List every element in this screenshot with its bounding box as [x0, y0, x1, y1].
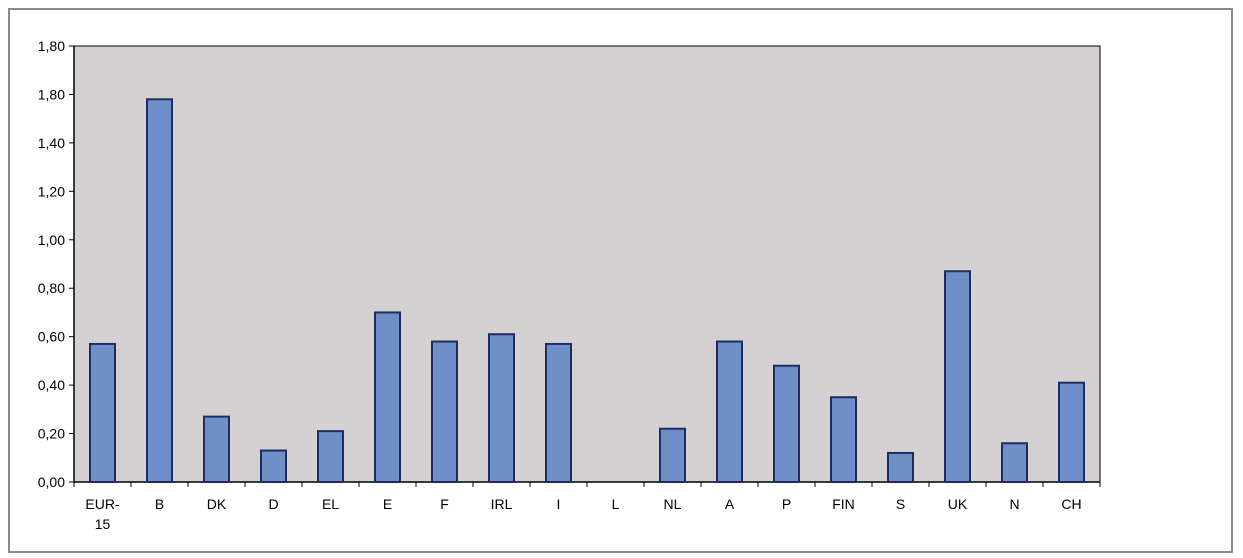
x-tick-label: CH	[1061, 496, 1081, 512]
bars	[89, 98, 1085, 484]
bar-el	[317, 430, 344, 483]
bar-eur-15	[89, 342, 116, 483]
bar-uk	[944, 270, 971, 483]
x-tick-label: FIN	[832, 496, 855, 512]
bar-ch	[1058, 381, 1085, 484]
x-tick-label: L	[612, 496, 620, 512]
bar-f	[431, 340, 458, 483]
bar-chart: 0,00 0,20 0,40 0,60 0,80 1,00 1,20 1,40 1,80 1,80…	[38, 38, 1101, 532]
bar-a	[716, 340, 743, 483]
x-tick-label: P	[782, 496, 791, 512]
y-tick-label: 0,20	[38, 426, 65, 442]
x-tick-label: IRL	[491, 496, 513, 512]
x-tick-label: EUR-15	[85, 496, 120, 532]
y-tick-label: 0,40	[38, 377, 65, 393]
x-tick-label: E	[383, 496, 392, 512]
plot-area	[73, 45, 1101, 483]
chart-frame: 0,00 0,20 0,40 0,60 0,80 1,00 1,20 1,40 1,80 1,80…	[8, 8, 1233, 553]
y-tick-label: 1,40	[38, 135, 65, 151]
x-tick-label: A	[725, 496, 735, 512]
y-tick-label: 1,80	[38, 86, 65, 102]
y-tick-label: 1,80	[38, 38, 65, 54]
bar-s	[887, 451, 914, 483]
bar-dk	[203, 415, 230, 484]
x-tick-label: S	[896, 496, 905, 512]
y-tick-label: 1,20	[38, 183, 65, 199]
x-tick-label: I	[557, 496, 561, 512]
bar-p	[773, 364, 800, 484]
bar-n	[1001, 442, 1028, 483]
bar-irl	[488, 333, 515, 483]
bar-d	[260, 449, 287, 483]
x-tick-label: DK	[207, 496, 227, 512]
x-tick-label: EL	[322, 496, 339, 512]
x-tick-label: F	[440, 496, 449, 512]
bar-nl	[659, 427, 686, 484]
bar-e	[374, 311, 401, 484]
bar-fin	[830, 396, 857, 484]
x-axis: EUR-15 B DK D EL E F IRL I L NL A P FIN S UK N CH	[73, 481, 1101, 532]
x-tick-label: UK	[948, 496, 968, 512]
x-tick-label: D	[268, 496, 278, 512]
bar-b	[146, 98, 173, 484]
y-tick-label: 0,00	[38, 474, 65, 490]
y-tick-label: 0,80	[38, 280, 65, 296]
y-axis: 0,00 0,20 0,40 0,60 0,80 1,00 1,20 1,40 1,80 1,80	[38, 38, 75, 490]
x-tick-label: B	[155, 496, 164, 512]
x-tick-label: NL	[664, 496, 682, 512]
y-tick-label: 1,00	[38, 232, 65, 248]
y-tick-label: 0,60	[38, 329, 65, 345]
x-tick-label: N	[1009, 496, 1019, 512]
bar-i	[545, 342, 572, 483]
